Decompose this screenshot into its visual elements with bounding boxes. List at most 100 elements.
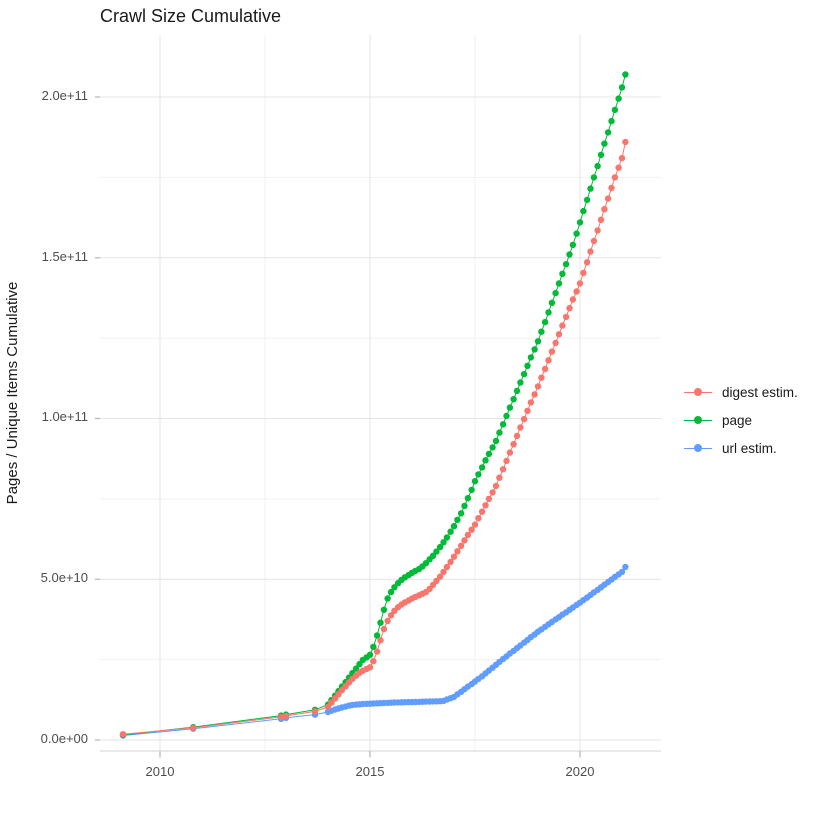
data-point: [461, 502, 468, 510]
data-point: [520, 370, 528, 378]
axis: [95, 96, 661, 758]
data-point: [513, 387, 521, 395]
series-digest-estim: [119, 138, 629, 738]
data-point: [457, 510, 465, 517]
data-point: [489, 444, 496, 451]
data-point: [576, 280, 584, 287]
data-point: [440, 539, 447, 546]
legend-item: url estim.: [684, 434, 798, 462]
data-point: [510, 396, 517, 403]
x-tick-label: 2015: [355, 764, 385, 779]
data-point: [601, 140, 608, 147]
data-point: [524, 362, 531, 369]
legend-key: [684, 441, 712, 455]
series-url-estim: [119, 563, 629, 739]
data-point: [471, 521, 479, 528]
data-point: [615, 164, 622, 171]
data-point: [538, 328, 545, 335]
data-point: [478, 464, 486, 471]
data-point: [496, 474, 503, 481]
legend-item-label: digest estim.: [722, 384, 798, 400]
data-point: [601, 206, 608, 213]
legend-key-point: [694, 416, 702, 424]
data-point: [622, 563, 629, 571]
chart-title: Crawl Size Cumulative: [100, 6, 282, 26]
y-tick-label: 2.0e+11: [41, 88, 88, 103]
data-point: [485, 495, 493, 503]
data-point: [370, 643, 377, 650]
data-point: [440, 568, 447, 576]
legend-key-point: [694, 444, 702, 452]
data-point: [482, 457, 489, 464]
data-point: [468, 486, 475, 494]
data-point: [366, 664, 374, 671]
data-point: [489, 489, 496, 496]
data-point: [468, 526, 475, 533]
data-point: [387, 588, 395, 596]
data-point: [622, 138, 629, 146]
legend-item: page: [684, 406, 798, 434]
data-point: [566, 251, 573, 258]
data-point: [604, 195, 612, 202]
data-point: [527, 354, 535, 361]
data-point: [475, 471, 482, 478]
legend-item-label: url estim.: [722, 440, 777, 456]
data-point: [548, 299, 556, 306]
data-point: [573, 230, 580, 237]
data-point: [587, 185, 594, 192]
data-point: [566, 305, 573, 312]
data-point: [590, 174, 598, 181]
data-point: [555, 280, 563, 287]
data-point: [377, 619, 384, 626]
data-point: [433, 548, 440, 555]
data-point: [583, 259, 591, 266]
data-point: [328, 699, 335, 706]
data-point: [496, 429, 503, 436]
data-point: [503, 412, 510, 420]
data-point: [433, 577, 440, 585]
data-point: [384, 617, 391, 625]
data-point: [559, 322, 566, 329]
y-tick-label: 1.0e+11: [41, 409, 88, 424]
data-point: [447, 558, 454, 566]
data-point: [569, 241, 577, 249]
data-point: [436, 543, 444, 551]
data-point: [457, 542, 465, 549]
data-point: [555, 331, 563, 338]
data-point: [454, 516, 461, 523]
data-point: [618, 154, 626, 162]
data-point: [541, 318, 549, 326]
legend-item-label: page: [722, 412, 753, 428]
data-point: [562, 313, 570, 321]
data-point: [447, 528, 454, 535]
data-point: [373, 648, 381, 655]
data-point: [366, 651, 374, 658]
data-point: [517, 379, 524, 386]
data-point: [471, 478, 479, 485]
data-point: [370, 658, 377, 665]
data-point: [464, 495, 472, 502]
data-point: [562, 261, 570, 268]
data-point: [454, 548, 461, 555]
data-point: [604, 129, 612, 136]
data-point: [277, 713, 285, 721]
data-point: [552, 339, 559, 347]
legend-key-point: [694, 388, 702, 396]
data-point: [545, 357, 552, 364]
data-point: [580, 269, 587, 277]
data-point: [492, 437, 500, 445]
data-point: [190, 724, 197, 731]
legend-key: [684, 385, 712, 399]
data-point: [545, 309, 552, 316]
data-point: [517, 424, 524, 431]
data-point: [475, 515, 482, 522]
data-point: [391, 584, 398, 591]
y-tick-label: 5.0e+10: [40, 570, 88, 585]
data-point: [450, 553, 458, 560]
data-point: [590, 237, 598, 245]
data-point: [573, 288, 580, 295]
data-point: [576, 219, 584, 226]
data-point: [443, 534, 451, 541]
data-point: [461, 537, 468, 544]
